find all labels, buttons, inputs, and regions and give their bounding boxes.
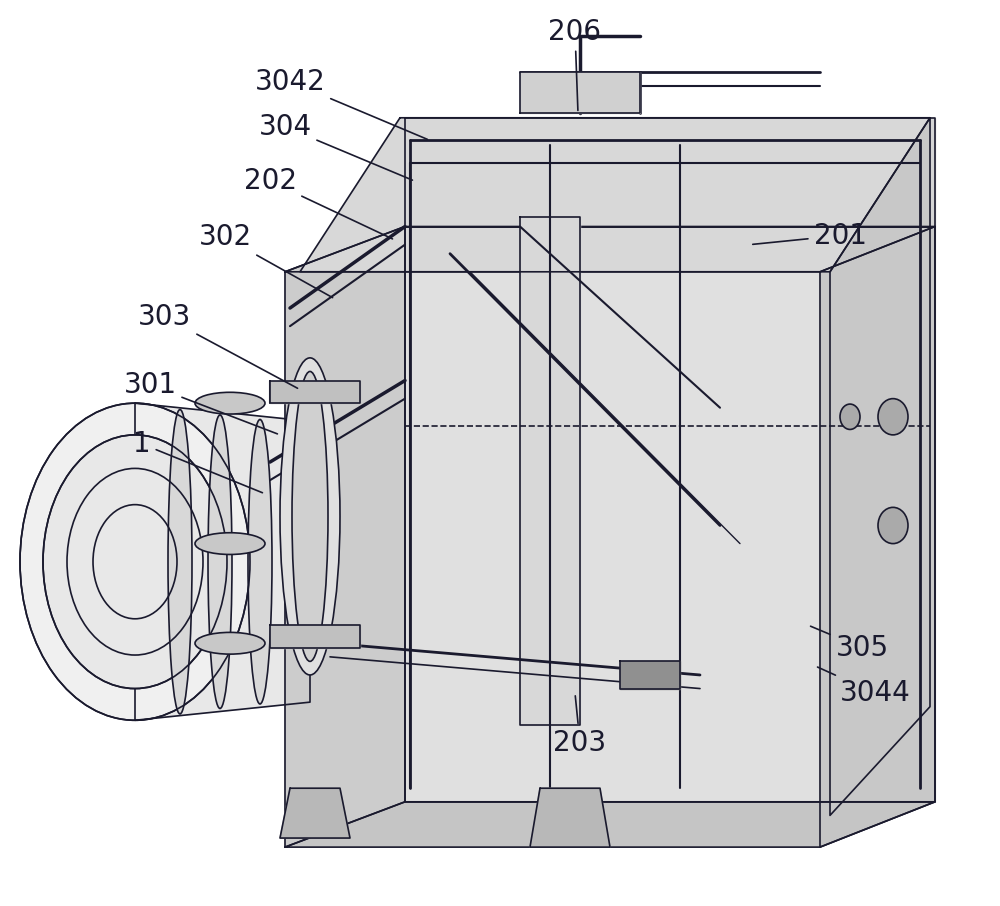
Polygon shape: [820, 226, 935, 847]
Polygon shape: [520, 72, 640, 113]
Polygon shape: [520, 217, 580, 725]
Text: 3042: 3042: [255, 68, 427, 140]
Text: 304: 304: [258, 113, 412, 180]
Ellipse shape: [195, 533, 265, 554]
Text: 203: 203: [553, 696, 607, 757]
Text: 303: 303: [138, 304, 298, 389]
Polygon shape: [405, 226, 935, 802]
Polygon shape: [270, 625, 360, 648]
Text: 301: 301: [123, 371, 277, 434]
Ellipse shape: [878, 399, 908, 435]
Ellipse shape: [195, 632, 265, 654]
Polygon shape: [280, 788, 350, 838]
Ellipse shape: [43, 435, 227, 689]
Polygon shape: [285, 226, 405, 847]
Ellipse shape: [840, 404, 860, 429]
Polygon shape: [285, 226, 935, 272]
Polygon shape: [530, 788, 610, 847]
Polygon shape: [405, 118, 935, 226]
Polygon shape: [135, 403, 310, 720]
Text: 1: 1: [133, 430, 262, 493]
Polygon shape: [620, 661, 680, 689]
Ellipse shape: [248, 419, 272, 704]
Polygon shape: [300, 118, 930, 272]
Text: 3044: 3044: [818, 667, 910, 707]
Text: 206: 206: [548, 18, 602, 111]
Text: 202: 202: [244, 168, 392, 239]
Polygon shape: [830, 118, 930, 815]
Text: 201: 201: [753, 222, 866, 249]
Ellipse shape: [292, 371, 328, 661]
Ellipse shape: [20, 403, 250, 720]
Text: 302: 302: [198, 224, 333, 298]
Ellipse shape: [878, 507, 908, 544]
Ellipse shape: [195, 392, 265, 414]
Ellipse shape: [280, 358, 340, 675]
Ellipse shape: [168, 410, 192, 714]
Polygon shape: [285, 802, 935, 847]
Polygon shape: [270, 381, 360, 403]
Ellipse shape: [208, 415, 232, 708]
Text: 305: 305: [811, 626, 889, 661]
